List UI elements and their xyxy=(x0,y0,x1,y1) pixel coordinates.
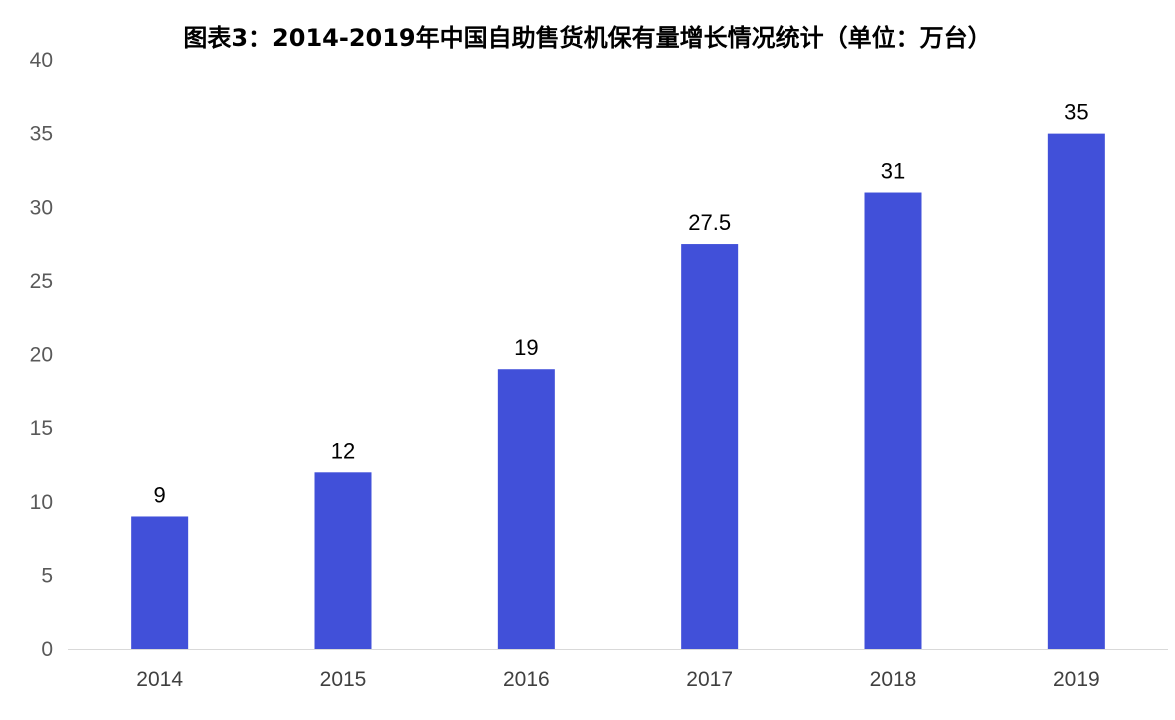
x-tick-label: 2015 xyxy=(320,668,367,691)
bar-2014 xyxy=(131,516,189,649)
data-label-2017: 27.5 xyxy=(688,210,731,235)
y-tick-label: 5 xyxy=(41,564,53,587)
data-label-2016: 19 xyxy=(514,335,538,360)
x-axis-ticks: 2014 2015 2016 2017 2018 2019 xyxy=(136,668,1099,691)
y-tick-label: 10 xyxy=(30,491,53,514)
x-tick-label: 2018 xyxy=(870,668,917,691)
chart-title: 图表3：2014-2019年中国自助售货机保有量增长情况统计（单位：万台） xyxy=(183,24,992,52)
y-tick-label: 20 xyxy=(30,344,53,367)
x-tick-label: 2019 xyxy=(1053,668,1100,691)
data-labels: 9 12 19 27.5 31 35 xyxy=(154,100,1089,508)
x-tick-label: 2014 xyxy=(136,668,183,691)
data-label-2014: 9 xyxy=(154,482,166,507)
bar-2019 xyxy=(1047,133,1105,649)
bar-2017 xyxy=(681,244,739,649)
y-tick-label: 15 xyxy=(30,417,53,440)
y-tick-label: 25 xyxy=(30,270,53,293)
y-tick-label: 30 xyxy=(30,196,53,219)
data-label-2018: 31 xyxy=(881,159,905,184)
data-label-2015: 12 xyxy=(331,438,355,463)
x-tick-label: 2017 xyxy=(686,668,733,691)
bars xyxy=(131,133,1105,649)
y-tick-label: 35 xyxy=(30,123,53,146)
bar-2016 xyxy=(497,369,555,649)
x-tick-label: 2016 xyxy=(503,668,550,691)
data-label-2019: 35 xyxy=(1064,100,1088,125)
bar-2018 xyxy=(864,192,922,649)
y-axis-ticks: 0 5 10 15 20 25 30 35 40 xyxy=(30,49,53,661)
y-tick-label: 40 xyxy=(30,49,53,72)
bar-2015 xyxy=(314,472,372,649)
y-tick-label: 0 xyxy=(41,638,53,661)
